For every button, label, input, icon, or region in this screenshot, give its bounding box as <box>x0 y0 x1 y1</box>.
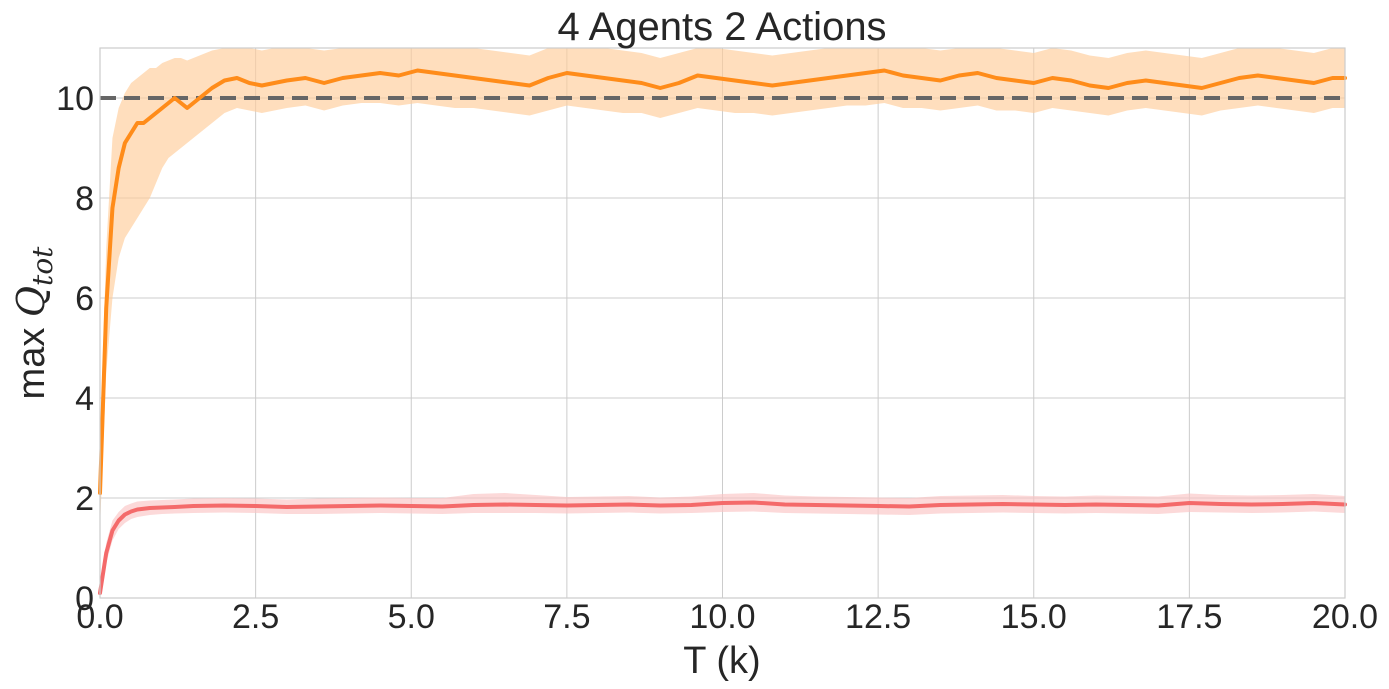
y-axis-label: max Qtot <box>9 246 59 400</box>
x-tick-label: 12.5 <box>845 598 911 636</box>
plot-frame <box>99 47 1346 599</box>
x-tick-label: 5.0 <box>388 598 435 636</box>
y-tick-label: 4 <box>75 380 94 418</box>
x-tick-label: 0.0 <box>76 598 123 636</box>
y-tick-labels: 0 2 4 6 8 10 <box>56 80 94 618</box>
plot-area <box>98 47 1347 599</box>
y-tick-label: 6 <box>75 280 94 318</box>
x-tick-labels: 0.0 2.5 5.0 7.5 10.0 12.5 15.0 17.5 20.0 <box>76 598 1378 636</box>
x-tick-label: 17.5 <box>1156 598 1222 636</box>
x-tick-label: 20.0 <box>1312 598 1378 636</box>
series-lines <box>98 68 1347 595</box>
x-tick-label: 15.0 <box>1001 598 1067 636</box>
x-axis-label: T (k) <box>683 640 760 682</box>
y-tick-label: 2 <box>75 480 94 518</box>
y-tick-label: 10 <box>56 80 94 118</box>
x-tick-label: 7.5 <box>543 598 590 636</box>
chart-title: 4 Agents 2 Actions <box>557 5 886 49</box>
series-2-line <box>98 500 1347 595</box>
y-axis-label-subscript: tot <box>26 246 59 286</box>
series-1-line <box>98 68 1347 495</box>
y-tick-label: 0 <box>75 580 94 618</box>
y-tick-label: 8 <box>75 180 94 218</box>
y-axis-label-symbol: Q <box>9 286 53 317</box>
y-axis-label-prefix: max <box>11 317 53 399</box>
x-tick-label: 10.0 <box>689 598 755 636</box>
x-tick-label: 2.5 <box>232 598 279 636</box>
